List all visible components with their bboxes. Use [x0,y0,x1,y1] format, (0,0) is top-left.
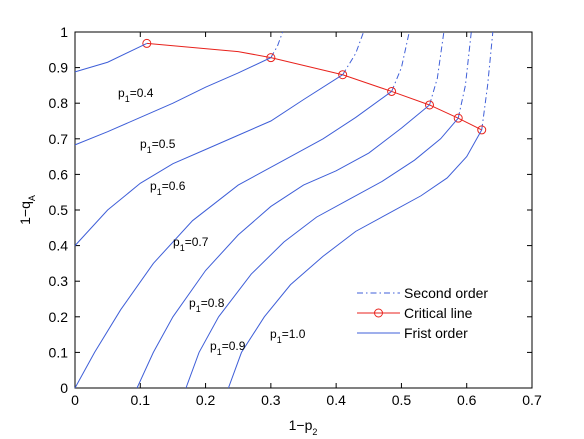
x-tick-label: 0.1 [131,392,151,408]
x-tick-label: 0.5 [392,392,412,408]
curve-label-base: p [189,296,196,310]
x-label-sub: 2 [312,427,317,437]
series-line [146,42,482,131]
y-tick-label: 0 [60,380,68,396]
curve-label: p1=0.9 [210,339,246,357]
point-marker [425,100,435,110]
series-line [74,74,343,246]
curve-label-text: =0.5 [152,137,176,151]
x-tick-label: 0.6 [457,392,477,408]
curve-label-sub: 1 [196,304,201,314]
curve-label-base: p [150,179,157,193]
curve-label: p1=1.0 [270,327,306,345]
y-axis-label: 1−qA [17,195,37,225]
y-tick-label: 0.5 [49,202,69,218]
y-tick-label: 0.1 [49,344,69,360]
legend-label: Frist order [404,325,468,341]
y-label-sub: A [27,195,37,201]
curve-label-base: p [118,86,125,100]
curve-label-sub: 1 [277,335,282,345]
curve-label-text: =0.6 [162,179,186,193]
y-tick-label: 0.2 [49,309,69,325]
plot-area [74,31,533,389]
point-marker [477,125,487,135]
curve-label-base: p [173,235,180,249]
y-label-base: 1−q [17,201,33,225]
legend-label: Critical line [404,305,473,321]
y-tick-label: 0.6 [49,166,69,182]
x-tick-label: 0.3 [261,392,281,408]
series-line [74,57,272,146]
y-tick-label: 1 [60,24,68,40]
series-line [74,42,148,73]
point-marker [266,53,276,63]
curve-label-sub: 1 [147,145,152,155]
series-line [136,104,430,389]
series-line [74,91,392,389]
curve-label-text: =0.8 [201,296,225,310]
curve-label: p1=0.5 [140,137,176,155]
curve-label-text: =0.9 [222,339,246,353]
x-tick-label: 0.7 [522,392,542,408]
curve-label: p1=0.6 [150,179,186,197]
point-marker [142,38,152,48]
x-tick-label: 0.2 [196,392,216,408]
y-tick-label: 0.3 [49,273,69,289]
y-tick-label: 0.7 [49,131,69,147]
x-tick-label: 0 [71,392,79,408]
y-tick-label: 0.4 [49,238,69,254]
curve-label-text: =1.0 [282,327,306,341]
curve-label-text: =0.4 [130,86,154,100]
legend-marker [374,308,383,318]
point-marker [338,70,348,80]
point-marker [453,113,463,123]
x-axis-label: 1−p2 [289,417,318,437]
curve-label-text: =0.7 [185,235,209,249]
series-line [429,31,445,106]
series-line [481,31,494,130]
curve-label-sub: 1 [180,243,185,253]
curve-label-sub: 1 [217,347,222,357]
curve-label-sub: 1 [157,187,162,197]
x-tick-label: 0.4 [326,392,346,408]
series-line [227,129,483,389]
series-line [185,117,459,389]
series-line [457,31,472,119]
curve-label: p1=0.7 [173,235,209,253]
curve-label-base: p [140,137,147,151]
y-tick-label: 0.9 [49,60,69,76]
series-line [391,31,410,92]
point-marker [387,86,397,96]
curve-label-base: p [210,339,217,353]
legend-label: Second order [404,285,488,301]
y-tick-label: 0.8 [49,95,69,111]
x-label-base: 1−p [289,417,313,433]
curve-label: p1=0.4 [118,86,154,104]
curve-label-sub: 1 [125,94,130,104]
curve-label: p1=0.8 [189,296,225,314]
curve-label-base: p [270,327,277,341]
